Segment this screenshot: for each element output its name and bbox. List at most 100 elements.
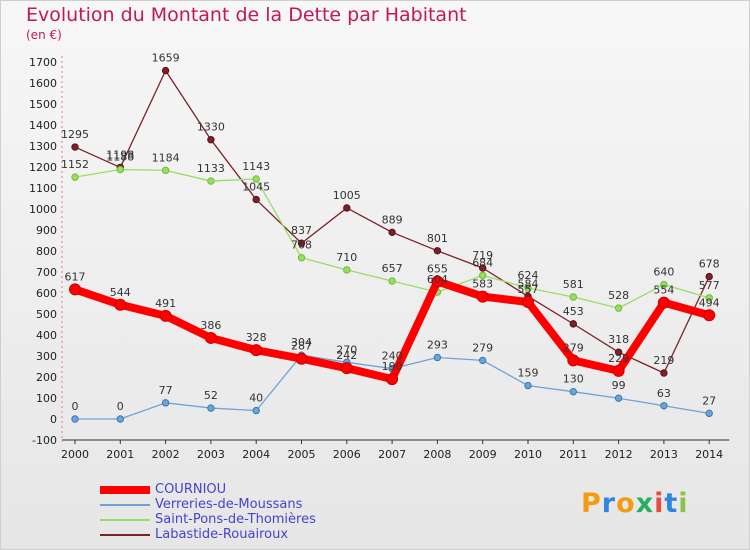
x-tick-label: 2004 <box>242 448 270 461</box>
data-label: 40 <box>249 392 263 405</box>
data-point <box>614 304 623 312</box>
data-point <box>476 290 489 303</box>
data-label: 0 <box>72 400 79 413</box>
data-point <box>705 272 713 281</box>
data-point <box>433 247 442 255</box>
data-label: 130 <box>563 373 584 386</box>
y-tick-label: 900 <box>36 224 57 237</box>
logo-letter: P <box>581 488 602 519</box>
data-label: 1659 <box>152 52 180 65</box>
y-tick-label: 1700 <box>29 56 57 69</box>
data-point <box>295 352 308 365</box>
data-label: 544 <box>110 286 131 299</box>
x-tick-label: 2006 <box>333 448 361 461</box>
x-tick-label: 2010 <box>514 448 542 461</box>
data-label: 63 <box>657 387 671 400</box>
legend-label: Labastide-Rouairoux <box>155 527 289 542</box>
data-label: 1184 <box>152 151 180 164</box>
data-point <box>161 66 170 75</box>
data-label: 99 <box>612 379 626 392</box>
data-label: 710 <box>336 251 357 264</box>
data-label: 1152 <box>61 158 89 171</box>
y-tick-label: 1200 <box>29 161 57 174</box>
data-label: 557 <box>518 283 539 296</box>
data-label: 581 <box>563 278 584 291</box>
x-tick-label: 2014 <box>695 448 723 461</box>
data-point <box>660 402 668 410</box>
data-point <box>522 296 534 309</box>
data-label: 27 <box>702 394 716 407</box>
data-point <box>297 254 306 262</box>
logo-letter: i <box>678 488 689 519</box>
data-point <box>71 415 79 423</box>
data-label: 617 <box>65 270 86 283</box>
data-label: 1133 <box>197 162 225 175</box>
data-label: 190 <box>382 360 403 373</box>
data-point <box>705 409 713 418</box>
series-group <box>69 66 716 423</box>
x-tick-label: 2000 <box>61 448 89 461</box>
data-label: 768 <box>291 239 312 252</box>
data-label: 584 <box>518 277 539 290</box>
data-point <box>612 364 625 377</box>
y-tick-label: 1100 <box>29 182 57 195</box>
data-label: 554 <box>653 284 674 297</box>
y-tick-label: 1300 <box>29 140 57 153</box>
data-point <box>207 177 215 185</box>
data-point <box>250 344 263 357</box>
data-label: 583 <box>472 278 493 291</box>
x-tick-label: 2001 <box>106 448 134 461</box>
logo-letter: r <box>601 488 617 519</box>
data-label: 1198 <box>106 148 134 161</box>
data-label: 577 <box>699 279 720 292</box>
data-label: 1295 <box>61 128 89 141</box>
y-tick-label: 800 <box>36 245 57 258</box>
chart-title: Evolution du Montant de la Dette par Hab… <box>26 4 467 26</box>
data-point <box>252 175 260 183</box>
logo-letter: i <box>654 488 665 519</box>
data-point <box>614 394 623 402</box>
data-label: 229 <box>608 352 629 365</box>
legend-swatch <box>100 519 150 521</box>
data-point <box>569 293 577 301</box>
data-label: 293 <box>427 338 448 351</box>
proxiti-logo: Proxiti <box>581 488 689 519</box>
data-label: 657 <box>382 262 403 275</box>
chart-unit: (en €) <box>26 28 62 42</box>
data-point <box>252 406 260 415</box>
y-tick-label: 700 <box>36 266 57 279</box>
data-point <box>114 298 127 311</box>
data-label: 52 <box>204 389 218 402</box>
series-line-2 <box>74 168 710 309</box>
data-point <box>69 283 81 296</box>
data-point <box>388 228 396 237</box>
data-point <box>479 271 487 280</box>
data-point <box>161 166 170 175</box>
data-point <box>116 165 125 174</box>
legend-label: Verreries-de-Moussans <box>155 497 303 512</box>
x-tick-label: 2005 <box>288 448 316 461</box>
data-point <box>657 296 670 309</box>
data-label: 494 <box>699 296 720 309</box>
data-point <box>388 277 396 285</box>
data-label: 287 <box>291 340 312 353</box>
y-tick-label: 100 <box>36 392 57 405</box>
x-tick-label: 2013 <box>650 448 678 461</box>
data-point <box>343 204 351 212</box>
data-point <box>161 399 170 407</box>
data-label: 304 <box>291 336 312 349</box>
data-point <box>431 275 444 288</box>
data-label: 279 <box>563 341 584 354</box>
axes: -100010020030040050060070080090010001100… <box>29 56 730 461</box>
y-tick-label: 200 <box>36 371 57 384</box>
data-point <box>297 239 306 247</box>
data-point <box>343 266 351 274</box>
data-label: 328 <box>246 331 267 344</box>
y-tick-label: 1000 <box>29 203 57 216</box>
data-point <box>569 320 577 328</box>
legend-swatch <box>100 504 150 506</box>
data-point <box>71 173 79 181</box>
data-label: 0 <box>117 400 124 413</box>
y-tick-label: 300 <box>36 350 57 363</box>
